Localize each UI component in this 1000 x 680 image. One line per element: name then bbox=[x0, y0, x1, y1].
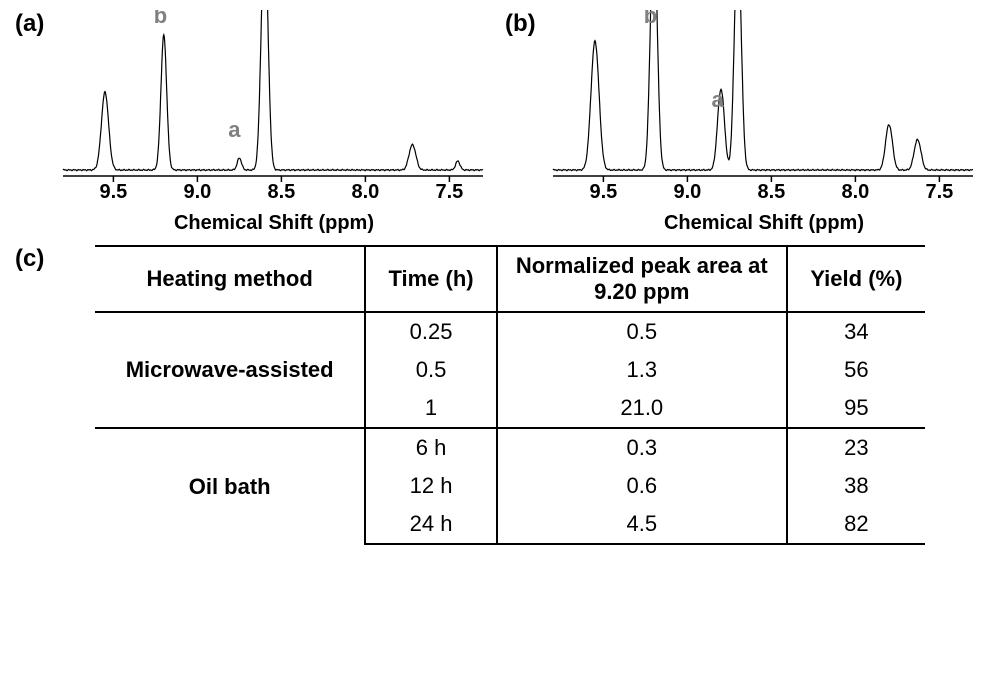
cell-time: 6 h bbox=[365, 428, 496, 467]
cell-yield: 38 bbox=[787, 467, 925, 505]
peak-label-b: b bbox=[154, 10, 167, 28]
cell-time: 0.5 bbox=[365, 351, 496, 389]
x-tick-label: 8.5 bbox=[757, 181, 785, 203]
peak-label-a: a bbox=[228, 117, 241, 142]
col-time: Time (h) bbox=[365, 246, 496, 312]
panel-c: (c) Heating method Time (h) Normalized p… bbox=[15, 245, 985, 545]
cell-area: 1.3 bbox=[497, 351, 787, 389]
cell-area: 4.5 bbox=[497, 505, 787, 544]
peak-label-b: b bbox=[644, 10, 657, 28]
cell-yield: 34 bbox=[787, 312, 925, 351]
col-area: Normalized peak area at 9.20 ppm bbox=[497, 246, 787, 312]
x-tick-label: 9.0 bbox=[673, 181, 701, 203]
results-table: Heating method Time (h) Normalized peak … bbox=[95, 245, 925, 545]
col-heating-method: Heating method bbox=[95, 246, 365, 312]
cell-time: 0.25 bbox=[365, 312, 496, 351]
cell-method: Microwave-assisted bbox=[95, 312, 365, 428]
col-yield: Yield (%) bbox=[787, 246, 925, 312]
table-row: Oil bath6 h0.323 bbox=[95, 428, 925, 467]
panel-c-label: (c) bbox=[15, 245, 44, 273]
x-tick-label: 8.0 bbox=[351, 181, 379, 203]
panel-b: (b) 9.5 9.0 8.5 8.0 7.5 a b Chemical Shift (pp… bbox=[505, 10, 985, 235]
x-tick-label: 8.0 bbox=[841, 181, 869, 203]
cell-yield: 95 bbox=[787, 389, 925, 428]
cell-area: 0.6 bbox=[497, 467, 787, 505]
cell-area: 21.0 bbox=[497, 389, 787, 428]
xlabel-a: Chemical Shift (ppm) bbox=[53, 212, 495, 235]
cell-method: Oil bath bbox=[95, 428, 365, 544]
cell-area: 0.3 bbox=[497, 428, 787, 467]
table-row: Microwave-assisted0.250.534 bbox=[95, 312, 925, 351]
panel-b-label: (b) bbox=[505, 10, 536, 38]
panel-a-label: (a) bbox=[15, 10, 44, 38]
spectrum-b: 9.5 9.0 8.5 8.0 7.5 a b bbox=[543, 10, 983, 210]
x-tick-label: 7.5 bbox=[925, 181, 953, 203]
x-tick-label: 8.5 bbox=[267, 181, 295, 203]
x-tick-label: 7.5 bbox=[435, 181, 463, 203]
spectrum-trace bbox=[553, 10, 973, 171]
cell-area: 0.5 bbox=[497, 312, 787, 351]
xlabel-b: Chemical Shift (ppm) bbox=[543, 212, 985, 235]
cell-yield: 56 bbox=[787, 351, 925, 389]
cell-yield: 82 bbox=[787, 505, 925, 544]
peak-label-a: a bbox=[712, 87, 725, 112]
table-header-row: Heating method Time (h) Normalized peak … bbox=[95, 246, 925, 312]
spectrum-trace bbox=[63, 10, 483, 171]
x-tick-label: 9.5 bbox=[589, 181, 617, 203]
x-tick-label: 9.5 bbox=[99, 181, 127, 203]
cell-time: 12 h bbox=[365, 467, 496, 505]
spectrum-a: 9.5 9.0 8.5 8.0 7.5 a b bbox=[53, 10, 493, 210]
cell-time: 24 h bbox=[365, 505, 496, 544]
panel-a: (a) 9.5 9.0 8.5 8.0 7.5 a b Chemical Shift (pp… bbox=[15, 10, 495, 235]
cell-yield: 23 bbox=[787, 428, 925, 467]
x-tick-label: 9.0 bbox=[183, 181, 211, 203]
spectra-row: (a) 9.5 9.0 8.5 8.0 7.5 a b Chemical Shift (pp… bbox=[15, 10, 985, 235]
cell-time: 1 bbox=[365, 389, 496, 428]
